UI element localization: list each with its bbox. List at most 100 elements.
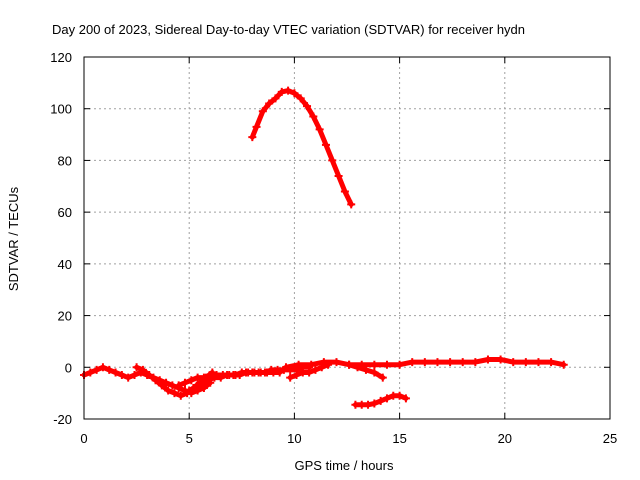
y-axis-label: SDTVAR / TECUs: [6, 186, 21, 291]
x-tick-label: 0: [80, 431, 87, 446]
data-point: [292, 371, 301, 380]
y-tick-label: 100: [50, 102, 72, 117]
data-point: [290, 89, 299, 98]
data-point: [197, 381, 206, 390]
series-arc-bottom: [351, 391, 410, 409]
data-point: [98, 363, 107, 372]
data-point: [187, 376, 196, 385]
data-point: [376, 396, 385, 405]
x-tick-label: 20: [498, 431, 512, 446]
data-point: [176, 391, 185, 400]
data-point: [347, 200, 356, 209]
data-marks: [80, 86, 568, 409]
x-axis-label: GPS time / hours: [295, 458, 394, 473]
data-point: [296, 94, 305, 103]
chart-title: Day 200 of 2023, Sidereal Day-to-day VTE…: [52, 22, 525, 37]
data-point: [191, 383, 200, 392]
series-arc-peak: [248, 86, 356, 209]
data-point: [370, 399, 379, 408]
data-point: [364, 400, 373, 409]
data-point: [199, 373, 208, 382]
series-arc-low-e: [286, 360, 333, 382]
data-point: [433, 358, 442, 367]
data-point: [105, 365, 114, 374]
data-point: [401, 394, 410, 403]
data-point: [353, 363, 362, 372]
data-point: [294, 360, 303, 369]
data-point: [340, 187, 349, 196]
data-point: [315, 125, 324, 134]
data-point: [305, 368, 314, 377]
data-point: [370, 368, 379, 377]
data-point: [370, 360, 379, 369]
series-arc-low-d: [185, 363, 314, 395]
data-point: [265, 99, 274, 108]
data-point: [378, 373, 387, 382]
data-point: [111, 368, 120, 377]
data-point: [86, 368, 95, 377]
y-tick-label: 60: [58, 205, 72, 220]
data-point: [395, 360, 404, 369]
data-point: [124, 373, 133, 382]
data-point: [471, 358, 480, 367]
data-point: [180, 378, 189, 387]
data-point: [382, 394, 391, 403]
data-point: [92, 365, 101, 374]
y-tick-label: 0: [65, 360, 72, 375]
data-point: [117, 371, 126, 380]
series-arc-low-b: [132, 363, 217, 400]
data-point: [132, 363, 141, 372]
data-point: [395, 391, 404, 400]
data-point: [204, 376, 213, 385]
x-tick-label: 25: [603, 431, 617, 446]
data-point: [252, 122, 261, 131]
x-tick-label: 10: [287, 431, 301, 446]
data-point: [170, 389, 179, 398]
data-point: [319, 358, 328, 367]
x-tick-label: 5: [186, 431, 193, 446]
data-point: [509, 358, 518, 367]
y-tick-label: 120: [50, 50, 72, 65]
data-point: [547, 358, 556, 367]
data-point: [216, 373, 225, 382]
data-point: [138, 365, 147, 374]
data-point: [345, 360, 354, 369]
data-point: [174, 381, 183, 390]
y-tick-label: 20: [58, 309, 72, 324]
data-point: [157, 381, 166, 390]
data-point: [284, 86, 293, 95]
data-point: [145, 371, 154, 380]
series-line: [249, 88, 354, 207]
x-axis-ticks: 0 5 10 15 20 25: [80, 57, 617, 446]
y-axis-ticks: -20 0 20 40 60 80 100 120: [50, 50, 610, 427]
data-point: [521, 358, 530, 367]
data-point: [162, 378, 171, 387]
data-point: [408, 358, 417, 367]
data-point: [328, 156, 337, 165]
data-point: [496, 355, 505, 364]
data-point: [235, 371, 244, 380]
data-point: [258, 107, 267, 116]
data-point: [332, 358, 341, 367]
x-tick-label: 15: [392, 431, 406, 446]
data-point: [185, 386, 194, 395]
data-point: [534, 358, 543, 367]
data-point: [286, 373, 295, 382]
series-arc-mid-long: [281, 355, 568, 372]
data-point: [303, 102, 312, 111]
data-point: [164, 386, 173, 395]
data-point: [334, 171, 343, 180]
series-arc-mid-short: [345, 360, 387, 382]
data-point: [248, 133, 257, 142]
data-point: [277, 87, 286, 96]
data-point: [309, 112, 318, 121]
data-point: [130, 371, 139, 380]
data-point: [446, 358, 455, 367]
data-point: [151, 376, 160, 385]
data-point: [361, 365, 370, 374]
data-point: [311, 365, 320, 374]
data-point: [458, 358, 467, 367]
data-point: [483, 355, 492, 364]
data-point: [281, 363, 290, 372]
